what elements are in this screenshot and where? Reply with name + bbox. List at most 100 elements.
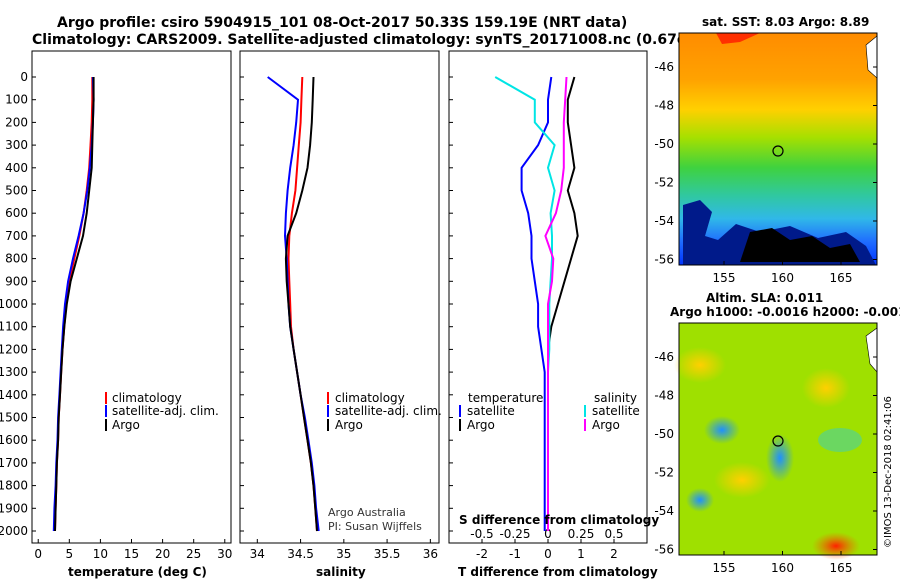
legend-swatch-argo <box>105 419 107 431</box>
legend-swatch-argo-sal <box>327 419 329 431</box>
sst-lon-tick-label: 160 <box>771 271 794 285</box>
sla-blob-cyan <box>818 428 862 452</box>
salinity-axis-label: salinity <box>316 565 366 579</box>
temperature-series-argo <box>54 77 95 532</box>
legend-swatch-climatology <box>105 392 107 404</box>
figure-title-line1: Argo profile: csiro 5904915_101 08-Oct-2… <box>57 15 627 31</box>
depth-tick-label: 900 <box>5 274 28 288</box>
sla-blob-yellow-3 <box>714 462 770 498</box>
temperature-tick-label: 10 <box>93 547 108 561</box>
legend-label-sal-satellite: satellite <box>592 404 640 418</box>
legend-swatch-sal-satellite <box>584 405 586 417</box>
credit-pi: PI: Susan Wijffels <box>328 520 422 533</box>
t-difference-tick-label: -1 <box>509 547 521 561</box>
panel-difference: -2 -1 0 1 2 -0.5 -0.25 0 0.25 0.5 T difference f… <box>448 50 659 579</box>
t-difference-tick-label: 0 <box>544 547 552 561</box>
credit-argo-australia: Argo Australia <box>328 506 406 519</box>
s-difference-tick-label: 0 <box>544 527 552 541</box>
temperature-tick-label: 5 <box>65 547 73 561</box>
salinity-series-argo <box>284 76 318 532</box>
legend-swatch-sal-argo <box>584 419 586 431</box>
sla-argo-location-marker <box>772 435 784 447</box>
depth-tick-label: 200 <box>5 115 28 129</box>
depth-tick-label: 1200 <box>0 342 28 356</box>
temperature-tick-label: 15 <box>124 547 139 561</box>
depth-tick-label: 1100 <box>0 320 28 334</box>
depth-tick-label: 700 <box>5 229 28 243</box>
t-difference-tick-label: -2 <box>476 547 488 561</box>
salinity-tick-label: 35 <box>336 547 351 561</box>
difference-legend: temperature salinity satellite Argo sate… <box>459 391 640 432</box>
depth-tick-label: 300 <box>5 138 28 152</box>
depth-tick-label: 1900 <box>0 501 28 515</box>
panel-temperature: 0100200300400500600700800900100011001200… <box>0 50 453 579</box>
sst-lat-tick-label: -52 <box>654 176 674 190</box>
difference-series-temperature-satellite <box>520 76 553 531</box>
sla-blob-blue-3 <box>686 488 714 512</box>
depth-tick-label: 100 <box>5 93 28 107</box>
depth-tick-label: 400 <box>5 161 28 175</box>
t-difference-axis-label: T difference from climatology <box>458 565 658 579</box>
temperature-axis-label: temperature (deg C) <box>68 565 207 579</box>
sla-blob-blue-2 <box>704 416 740 444</box>
legend-label-satellite: satellite-adj. clim. <box>112 404 219 418</box>
depth-tick-label: 0 <box>20 70 28 84</box>
panel-salinity-frame <box>239 50 440 544</box>
temperature-tick-label: 25 <box>186 547 201 561</box>
s-difference-axis-label: S difference from climatology <box>459 513 659 527</box>
sla-lat-tick-label: -50 <box>654 427 674 441</box>
sla-title-line2: Argo h1000: -0.0016 h2000: -0.0019 <box>670 305 900 319</box>
temperature-tick-label: 20 <box>155 547 170 561</box>
salinity-tick-label: 34.5 <box>287 547 314 561</box>
s-difference-tick-label: -0.5 <box>470 527 493 541</box>
sla-lon-tick-label: 160 <box>771 561 794 575</box>
depth-tick-label: 1600 <box>0 433 28 447</box>
s-difference-tick-label: 0.25 <box>568 527 595 541</box>
legend-swatch-temp-argo <box>459 419 461 431</box>
sla-lon-tick-label: 155 <box>713 561 736 575</box>
legend-label-argo: Argo <box>112 418 140 432</box>
sla-map-frame <box>678 322 878 556</box>
salinity-tick-label: 35.5 <box>374 547 401 561</box>
sst-map-field <box>679 33 877 265</box>
temperature-series-satellite-adj-clim- <box>52 76 95 532</box>
legend-label-climatology-sal: climatology <box>335 391 405 405</box>
legend-label-temp-argo: Argo <box>467 418 495 432</box>
s-difference-tick-label: -0.25 <box>499 527 530 541</box>
t-difference-tick-label: 1 <box>577 547 585 561</box>
temperature-tick-label: 30 <box>217 547 232 561</box>
figure-title-line2: Climatology: CARS2009. Satellite-adjuste… <box>32 32 750 48</box>
sla-lat-tick-label: -54 <box>654 504 674 518</box>
temperature-series-climatology <box>54 77 94 532</box>
legend-title-salinity: salinity <box>594 391 637 405</box>
panel-salinity: 34 34.5 35 35.5 36 salinity climatology sate… <box>239 50 442 579</box>
legend-label-satellite-sal: satellite-adj. clim. <box>335 404 442 418</box>
depth-tick-label: 2000 <box>0 524 28 538</box>
sla-lat-tick-label: -48 <box>654 389 674 403</box>
sla-blob-yellow-1 <box>674 347 726 383</box>
legend-label-sal-argo: Argo <box>592 418 620 432</box>
sla-title-line1: Altim. SLA: 0.011 <box>706 291 823 305</box>
imos-timestamp: ©IMOS 13-Dec-2018 02:41:06 <box>883 396 894 548</box>
depth-tick-label: 800 <box>5 252 28 266</box>
depth-tick-label: 1000 <box>0 297 28 311</box>
s-difference-tick-label: 0.5 <box>604 527 623 541</box>
sla-lon-tick-label: 165 <box>830 561 853 575</box>
sst-map: sat. SST: 8.03 Argo: 8.89 -46 -48 -50 -52 -5… <box>654 15 878 285</box>
depth-tick-label: 1700 <box>0 456 28 470</box>
sla-map: Altim. SLA: 0.011 Argo h1000: -0.0016 h2… <box>654 291 900 575</box>
sla-blob-blue-1 <box>766 434 794 482</box>
sst-lat-tick-label: -54 <box>654 214 674 228</box>
sst-cold-patch-black <box>740 228 860 262</box>
sst-lat-tick-label: -50 <box>654 137 674 151</box>
sst-map-frame <box>678 32 878 266</box>
depth-tick-label: 600 <box>5 206 28 220</box>
sst-argo-location-marker <box>772 145 784 157</box>
sla-lat-tick-label: -56 <box>654 543 674 557</box>
temperature-legend: climatology satellite-adj. clim. Argo <box>105 391 219 432</box>
salinity-legend: climatology satellite-adj. clim. Argo <box>327 391 442 432</box>
depth-tick-label: 1800 <box>0 479 28 493</box>
depth-tick-label: 1500 <box>0 411 28 425</box>
temperature-tick-label: 0 <box>34 547 42 561</box>
